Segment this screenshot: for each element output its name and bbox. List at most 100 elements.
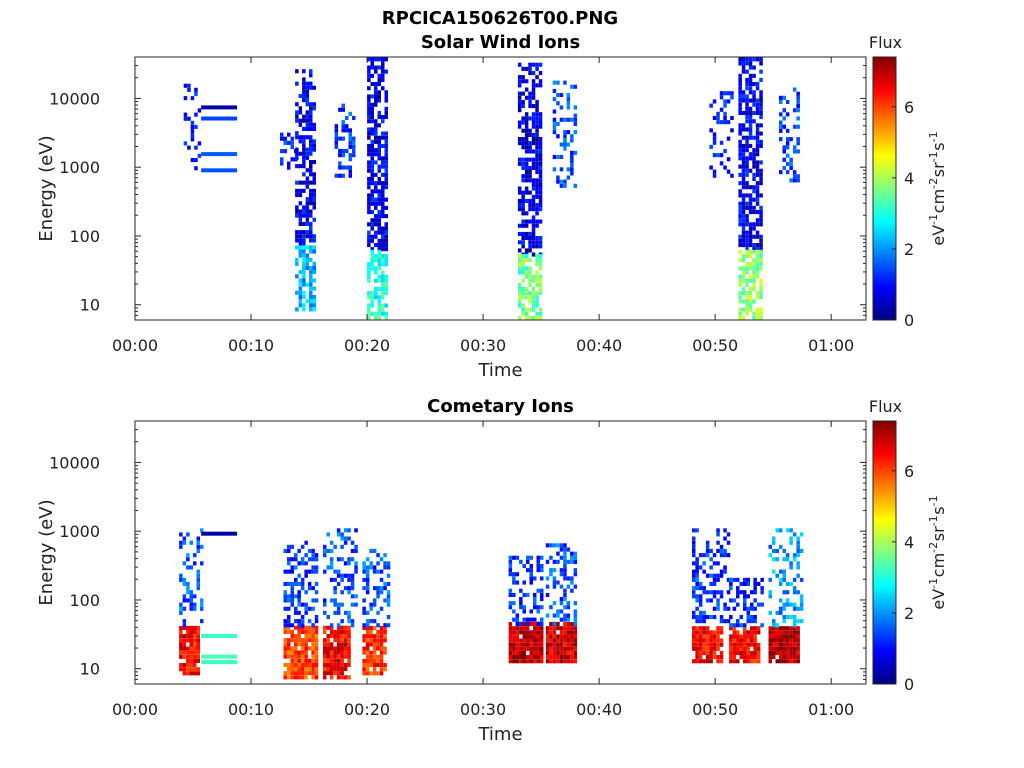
heatmap-cell	[309, 126, 313, 131]
heatmap-cell	[383, 630, 387, 635]
heatmap-cell	[745, 303, 749, 308]
heatmap-cell	[692, 610, 696, 615]
heatmap-cluster	[295, 245, 316, 312]
heatmap-cell	[746, 638, 750, 643]
heatmap-cell	[348, 136, 352, 141]
heatmap-cell	[384, 230, 388, 235]
heatmap-cell	[302, 172, 306, 177]
heatmap-cell	[698, 594, 703, 599]
heatmap-cell	[775, 610, 779, 615]
heatmap-cell	[785, 581, 790, 586]
heatmap-cell	[723, 553, 727, 558]
heatmap-cell	[512, 642, 516, 647]
heatmap-cell	[782, 626, 786, 631]
heatmap-cell	[312, 294, 316, 299]
heatmap-cell	[297, 548, 301, 553]
heatmap-cell	[508, 634, 513, 639]
heatmap-cell	[741, 210, 746, 215]
heatmap-cell	[716, 590, 720, 595]
heatmap-cell	[333, 569, 337, 574]
heatmap-cell	[549, 655, 553, 660]
heatmap-cell	[367, 152, 371, 157]
heatmap-cell	[367, 266, 371, 271]
heatmap-cell	[741, 274, 746, 279]
heatmap-cell	[748, 110, 753, 115]
heatmap-cell	[782, 116, 786, 121]
heatmap-cell	[298, 209, 303, 214]
heatmap-cell	[779, 569, 783, 574]
heatmap-cell	[362, 638, 366, 643]
heatmap-cell	[536, 621, 540, 626]
heatmap-cell	[563, 605, 567, 610]
heatmap-cell	[381, 135, 385, 140]
heatmap-cell	[549, 634, 553, 639]
heatmap-cell	[182, 663, 187, 668]
heatmap-cell	[552, 97, 557, 102]
heatmap-cell	[340, 662, 344, 667]
heatmap-cell	[745, 247, 749, 252]
heatmap-cell	[179, 646, 183, 651]
heatmap-cell	[741, 299, 746, 304]
y-tick-label: 10000	[49, 453, 100, 472]
heatmap-cell	[384, 139, 388, 144]
heatmap-cell	[508, 659, 513, 664]
heatmap-cell	[340, 650, 344, 655]
heatmap-cell	[748, 65, 753, 70]
heatmap-cell	[517, 99, 522, 104]
heatmap-cell	[736, 659, 740, 664]
heatmap-cell	[756, 642, 761, 647]
heatmap-cell	[295, 234, 299, 239]
heatmap-cell	[752, 222, 756, 227]
heatmap-cell	[307, 557, 312, 562]
heatmap-cell	[545, 646, 550, 651]
heatmap-cell	[287, 598, 291, 603]
heatmap-cluster	[283, 540, 319, 628]
heatmap-cell	[309, 221, 313, 226]
heatmap-cell	[374, 65, 378, 70]
heatmap-cell	[535, 128, 539, 133]
heatmap-cell	[538, 262, 543, 267]
heatmap-cell	[370, 102, 374, 107]
heatmap-cell	[796, 590, 800, 595]
heatmap-cell	[782, 157, 786, 162]
heatmap-cell	[522, 650, 526, 655]
heatmap-cell	[535, 211, 539, 216]
heatmap-cell	[752, 210, 756, 215]
heatmap-cell	[333, 602, 337, 607]
heatmap-cell	[309, 114, 313, 119]
heatmap-cell	[354, 569, 358, 574]
heatmap-cell	[384, 258, 388, 263]
heatmap-cell	[326, 625, 330, 630]
heatmap-cell	[369, 658, 373, 663]
heatmap-cell	[538, 244, 543, 249]
heatmap-cell	[340, 629, 344, 634]
heatmap-cell	[741, 222, 746, 227]
heatmap-cell	[526, 626, 530, 631]
heatmap-cell	[367, 210, 371, 215]
heatmap-cell	[741, 270, 746, 275]
heatmap-cell	[381, 210, 385, 215]
heatmap-cell	[716, 606, 720, 611]
heatmap-cell	[792, 178, 797, 183]
heatmap-cell	[750, 650, 754, 655]
heatmap-cell	[524, 79, 529, 84]
heatmap-cell	[283, 569, 287, 574]
heatmap-cell	[196, 630, 200, 635]
heatmap-cell	[692, 590, 696, 595]
heatmap-cell	[300, 577, 305, 582]
heatmap-cell	[524, 315, 529, 320]
heatmap-cell	[792, 630, 797, 635]
heatmap-cell	[759, 181, 763, 186]
heatmap-cell	[736, 577, 740, 582]
heatmap-cell	[792, 650, 797, 655]
heatmap-cell	[570, 634, 574, 639]
heatmap-cell	[745, 185, 749, 190]
heatmap-cell	[305, 197, 310, 202]
heatmap-band	[201, 660, 238, 665]
heatmap-cell	[187, 116, 191, 121]
heatmap-cell	[743, 638, 747, 643]
heatmap-cell	[796, 659, 800, 664]
heatmap-cell	[779, 646, 783, 651]
heatmap-cell	[298, 213, 303, 218]
unit-exponent: -1	[927, 214, 940, 225]
